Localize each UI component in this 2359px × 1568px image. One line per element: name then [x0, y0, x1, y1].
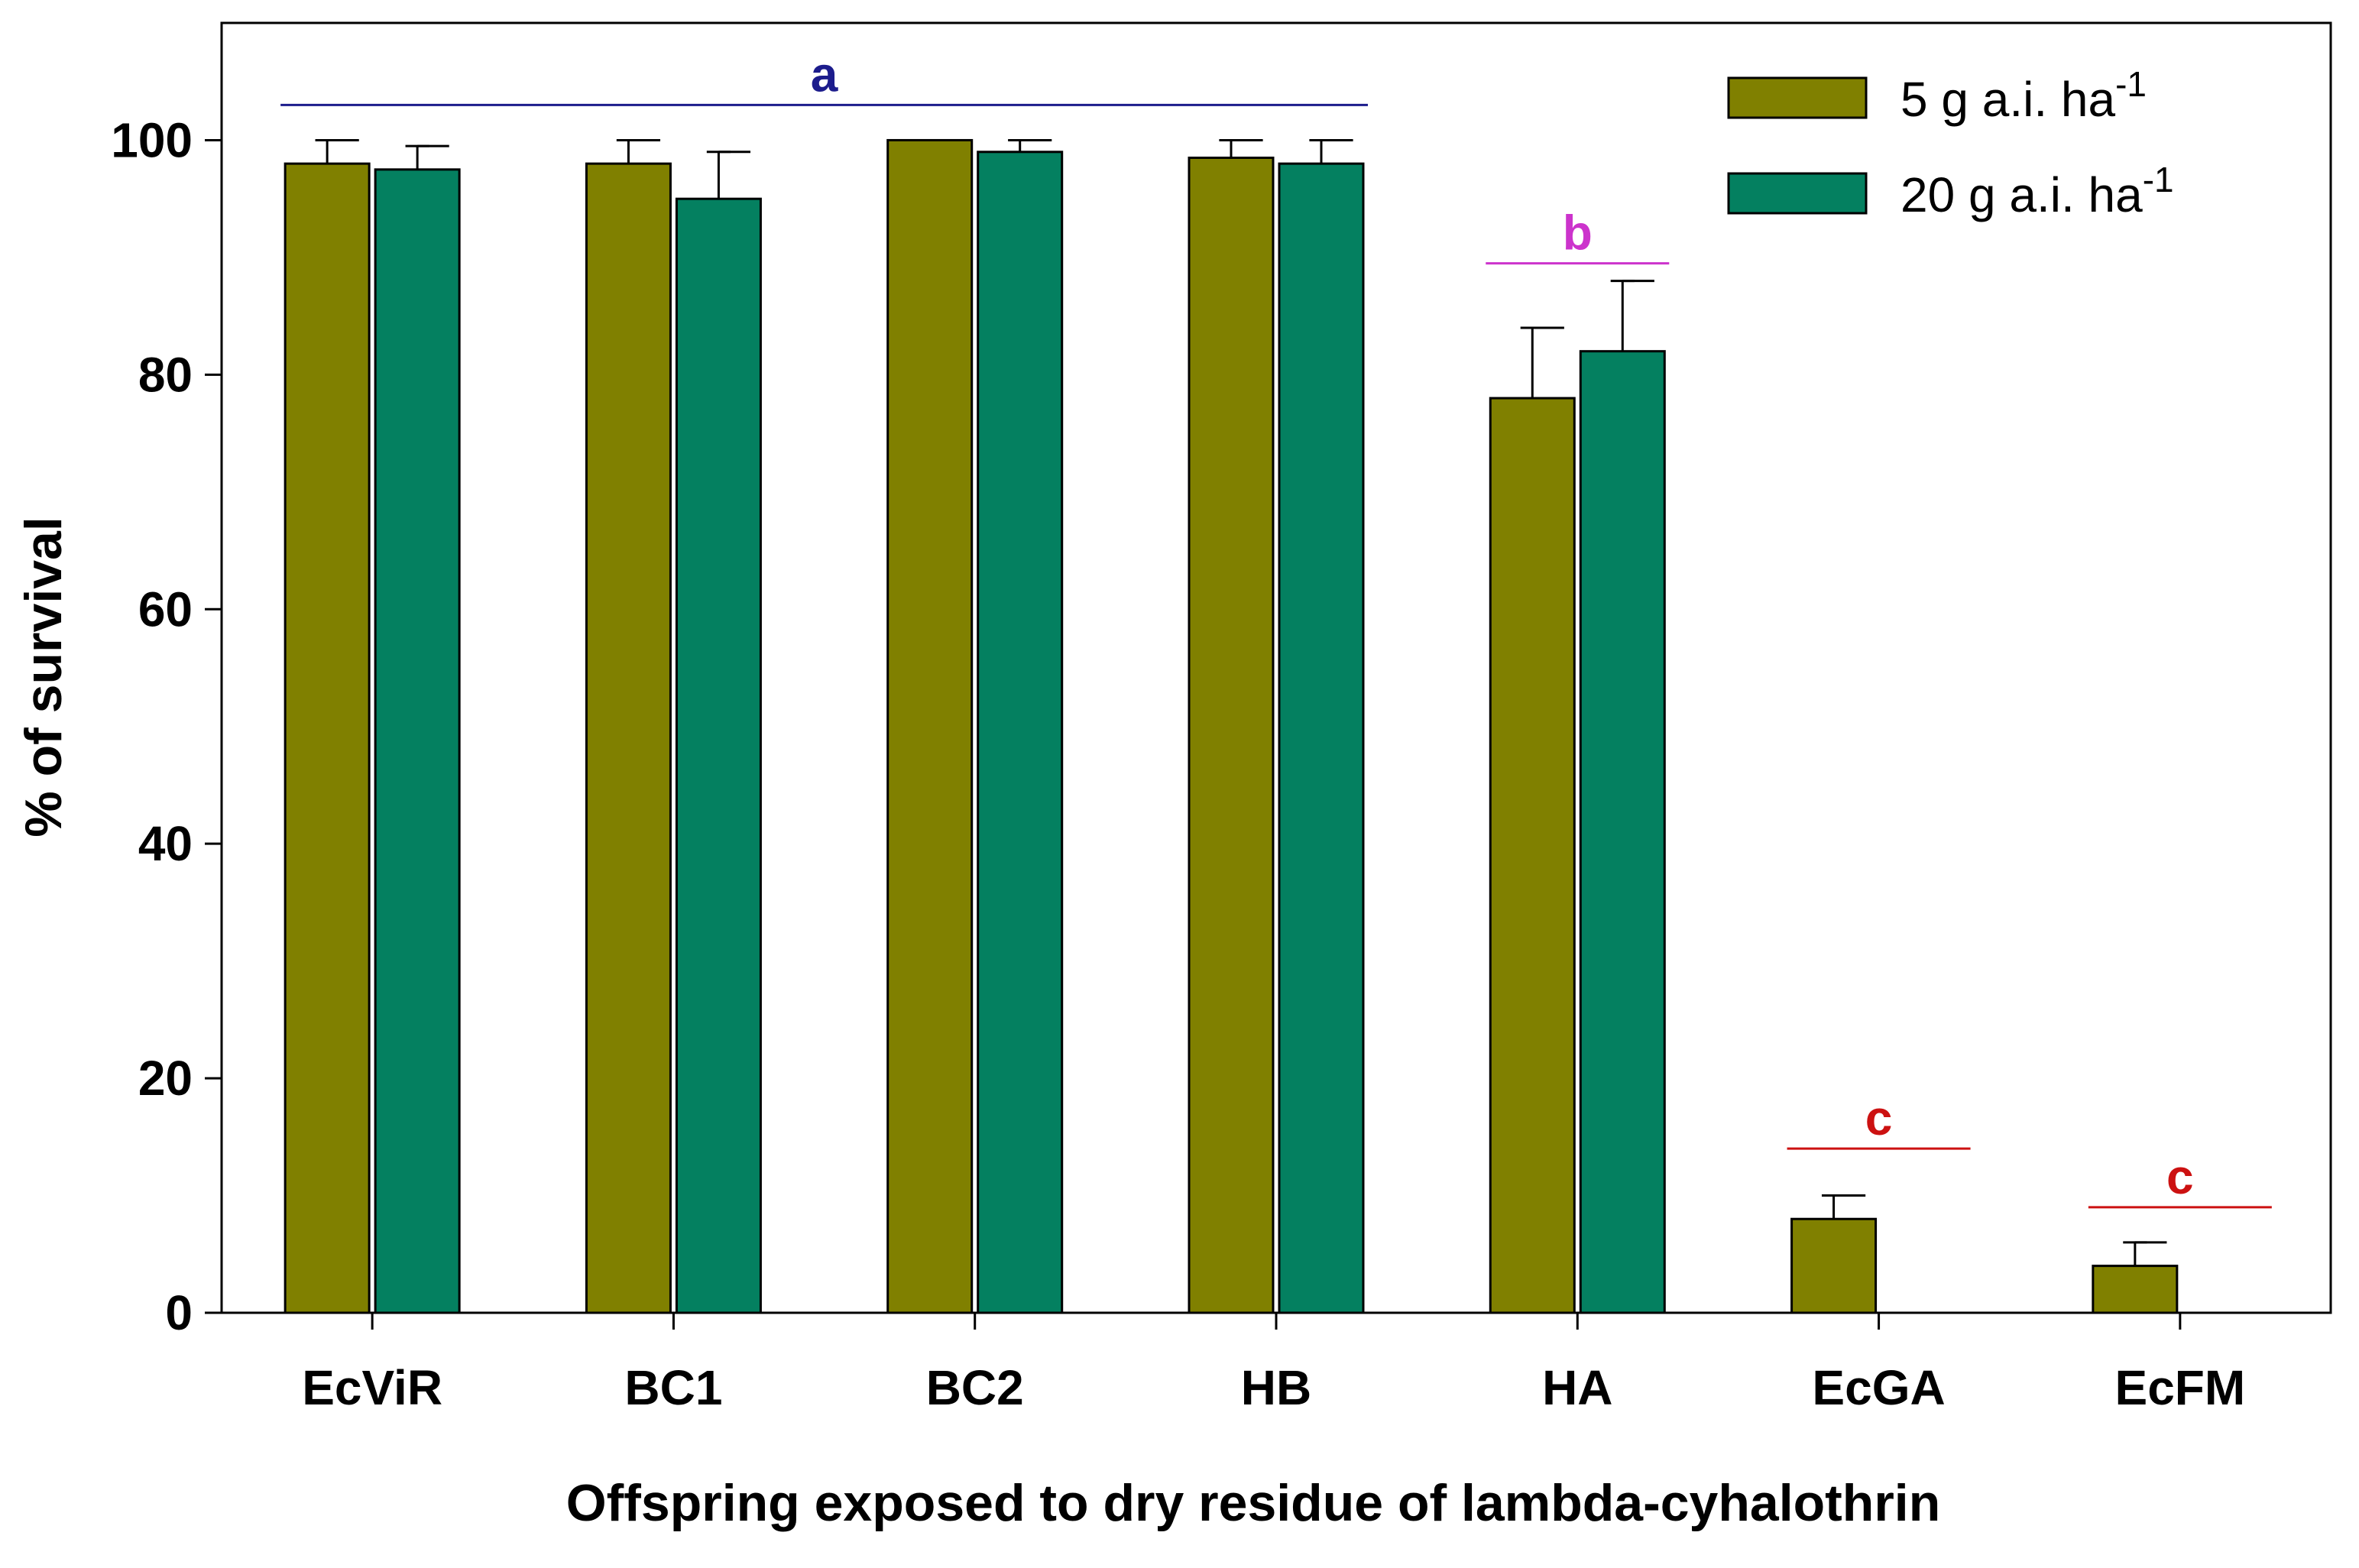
significance-letter-a: a	[811, 47, 838, 102]
x-tick-label-ecvir: EcViR	[302, 1360, 442, 1415]
y-tick-label: 100	[111, 112, 193, 167]
bar-5g-bc2	[886, 138, 974, 1314]
legend-swatch-20g	[1727, 172, 1868, 215]
bar-5g-ecfm	[2092, 1265, 2179, 1314]
x-tick-label-bc1: BC1	[624, 1360, 722, 1415]
y-tick-label: 40	[138, 816, 193, 871]
bar-20g-bc1	[675, 197, 762, 1314]
bar-5g-bc1	[585, 162, 672, 1314]
x-tick-label-ecga: EcGA	[1812, 1360, 1945, 1415]
bar-5g-hb	[1188, 156, 1275, 1314]
y-tick-label: 20	[138, 1051, 193, 1106]
x-tick-label-ha: HA	[1542, 1360, 1612, 1415]
y-tick-label: 0	[165, 1285, 193, 1340]
x-tick-label-bc2: BC2	[926, 1360, 1024, 1415]
bar-5g-ecvir	[284, 162, 371, 1314]
y-tick-label: 80	[138, 347, 193, 402]
legend-label-5g: 5 g a.i. ha-1	[1900, 64, 2147, 127]
significance-letter-c: c	[2166, 1149, 2194, 1204]
plot-area: 0 20 40 60 80 100 EcViR BC1 BC2 HB HA EcGA EcFM a b c c 5…	[111, 21, 2332, 1415]
significance-letter-b: b	[1563, 206, 1593, 261]
bar-20g-ecvir	[374, 168, 461, 1314]
significance-letter-c: c	[1865, 1090, 1893, 1145]
y-axis-title: % of survival	[15, 517, 73, 837]
bar-20g-ha	[1579, 350, 1666, 1314]
legend-swatch-5g	[1727, 76, 1868, 119]
x-tick-label-hb: HB	[1241, 1360, 1311, 1415]
bar-20g-hb	[1278, 162, 1365, 1314]
bar-20g-bc2	[977, 151, 1064, 1314]
y-tick-label: 60	[138, 582, 193, 637]
bar-5g-ha	[1489, 397, 1576, 1314]
legend-label-20g: 20 g a.i. ha-1	[1900, 160, 2174, 222]
x-axis-title: Offspring exposed to dry residue of lamb…	[566, 1474, 1940, 1532]
bar-5g-ecga	[1790, 1217, 1878, 1314]
x-tick-label-ecfm: EcFM	[2115, 1360, 2246, 1415]
